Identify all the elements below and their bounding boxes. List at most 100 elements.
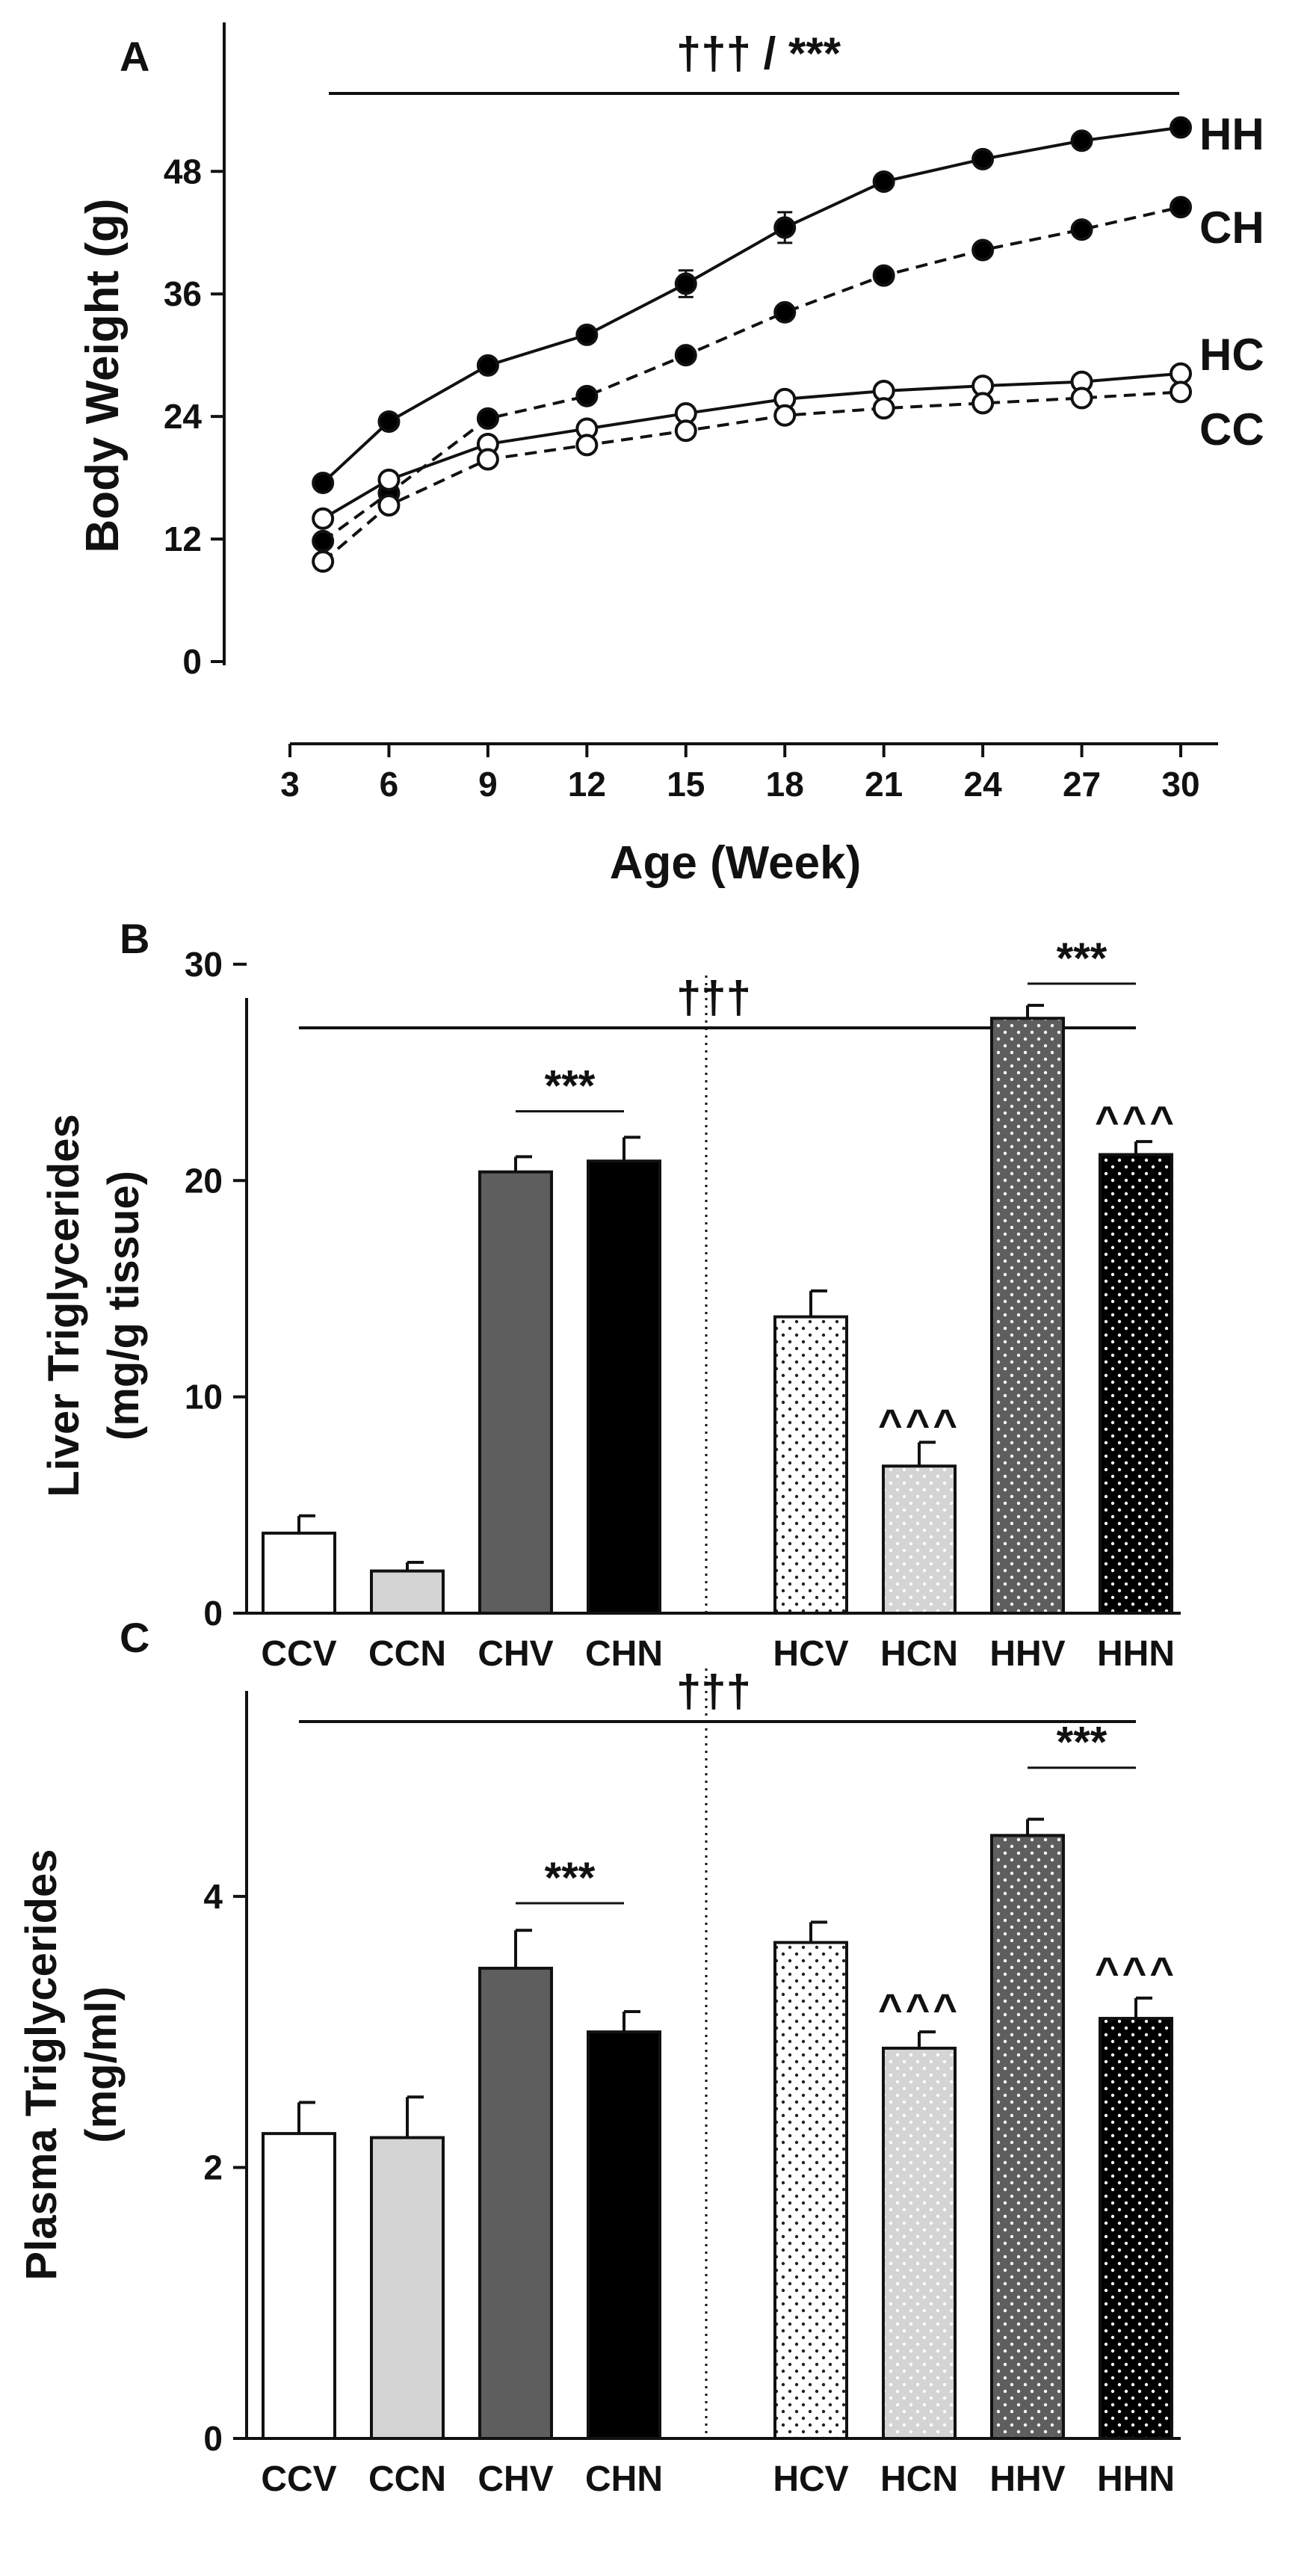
bar-hcv — [773, 1941, 848, 2440]
panel-a-x-tick-label: 12 — [568, 765, 606, 804]
data-point-cc — [377, 493, 401, 517]
bar-chn — [587, 2030, 661, 2441]
panel-a-significance-label: ††† / *** — [676, 28, 841, 78]
category-label: HCN — [880, 1634, 958, 1674]
category-label: HCV — [773, 1634, 848, 1674]
category-label: CCN — [368, 2459, 446, 2499]
comparison-label: *** — [545, 1854, 596, 1902]
panel-a-y-label: Body Weight (g) — [77, 198, 129, 552]
data-point-hh — [773, 216, 797, 239]
category-label: CHN — [585, 1634, 663, 1674]
comparison-label: *** — [545, 1062, 596, 1111]
panel-a-y-tick-label: 12 — [164, 520, 202, 558]
category-label: CHV — [478, 1634, 553, 1674]
caret-label: ^^^ — [1095, 1097, 1177, 1144]
panel-a-x-tick-label: 3 — [280, 765, 300, 804]
series-line-ch — [321, 206, 1181, 543]
series-label-cc: CC — [1199, 404, 1264, 455]
panel-c-letter: C — [120, 1614, 149, 1661]
panel-a-y-tick-label: 24 — [164, 397, 203, 436]
data-point-cc — [1170, 380, 1192, 404]
panel-c-y-label: (mg/ml) — [77, 1986, 126, 2142]
category-label: HCN — [880, 2459, 958, 2499]
y-tick-label: 2 — [203, 2148, 223, 2187]
data-point-hh — [971, 147, 995, 170]
data-point-cc — [674, 419, 697, 443]
data-point-hh — [476, 354, 499, 377]
category-label: HHV — [989, 2459, 1065, 2499]
data-point-cc — [476, 448, 499, 471]
bar-chv — [478, 1966, 553, 2440]
data-point-hh — [377, 410, 401, 433]
data-point-cc — [1070, 386, 1093, 410]
data-point-cc — [575, 434, 599, 457]
series-label-ch: CH — [1199, 203, 1264, 253]
significance-label: ††† — [676, 1666, 751, 1716]
category-label: CCV — [261, 1634, 336, 1674]
significance-label: ††† — [676, 973, 751, 1023]
panel-b: B 0 10 20 30 Liver Triglycerides (mg/g tissue)… — [40, 915, 1181, 1674]
data-point-cc — [312, 550, 335, 573]
comparison-label: *** — [1057, 934, 1108, 983]
panel-a-letter: A — [120, 33, 149, 80]
caret-label: ^^^ — [878, 1985, 960, 2032]
series-line-hh — [321, 126, 1181, 484]
data-point-hh — [1170, 116, 1192, 139]
series-line-cc — [321, 390, 1181, 563]
data-point-ch — [1070, 218, 1093, 241]
y-tick-label: 0 — [203, 2419, 223, 2458]
caret-label: ^^^ — [878, 1400, 960, 1447]
category-label: CHV — [478, 2459, 553, 2499]
bar-hhn — [1099, 2017, 1173, 2440]
bar-ccv — [262, 1531, 336, 1615]
bar-hhv — [990, 1834, 1065, 2441]
series-line-hc — [322, 372, 1181, 520]
bar-ccv — [262, 2132, 336, 2441]
data-point-ch — [476, 407, 499, 430]
panel-a-x-tick-label: 27 — [1063, 765, 1101, 804]
data-point-hc — [377, 468, 401, 491]
data-point-ch — [1170, 196, 1192, 219]
panel-c-y-label: Plasma Triglycerides — [17, 1849, 66, 2280]
y-tick-label: 0 — [203, 1594, 223, 1633]
data-point-hh — [674, 272, 697, 295]
data-point-cc — [872, 397, 895, 420]
panel-b-y-label: Liver Triglycerides — [40, 1114, 88, 1497]
bar-chv — [478, 1170, 553, 1615]
bar-ccn — [370, 1569, 445, 1615]
y-tick-label: 10 — [185, 1378, 223, 1417]
category-label: HHN — [1097, 1634, 1175, 1674]
series-label-hh: HH — [1199, 109, 1264, 159]
panel-a-x-tick-label: 18 — [766, 765, 804, 804]
data-point-hh — [1070, 129, 1093, 152]
data-point-ch — [674, 344, 697, 367]
bar-hcn — [882, 2046, 957, 2440]
category-label: CCN — [368, 1634, 446, 1674]
panel-a-x-tick-label: 6 — [380, 765, 399, 804]
series-label-hc: HC — [1199, 330, 1264, 380]
bar-ccn — [370, 2136, 445, 2440]
data-point-ch — [575, 384, 599, 407]
panel-a-x-tick-label: 9 — [478, 765, 498, 804]
category-label: HHN — [1097, 2459, 1175, 2499]
panel-a-y-tick-label: 36 — [164, 274, 202, 313]
y-tick-label: 4 — [203, 1877, 223, 1916]
data-point-ch — [773, 301, 797, 324]
panel-a-x-label: Age (Week) — [610, 837, 862, 889]
bar-hhv — [990, 1017, 1065, 1615]
bar-hhn — [1099, 1153, 1173, 1615]
panel-b-letter: B — [120, 915, 149, 962]
panel-a-x-tick-label: 15 — [667, 765, 705, 804]
data-point-hc — [1170, 362, 1192, 385]
data-point-hh — [575, 323, 599, 346]
category-label: HHV — [989, 1634, 1065, 1674]
data-point-ch — [872, 264, 895, 287]
data-point-cc — [971, 392, 995, 415]
category-label: HCV — [773, 2459, 848, 2499]
caret-label: ^^^ — [1095, 1948, 1177, 1995]
data-point-ch — [312, 529, 335, 552]
category-label: CCV — [261, 2459, 336, 2499]
y-tick-label: 30 — [185, 945, 223, 984]
